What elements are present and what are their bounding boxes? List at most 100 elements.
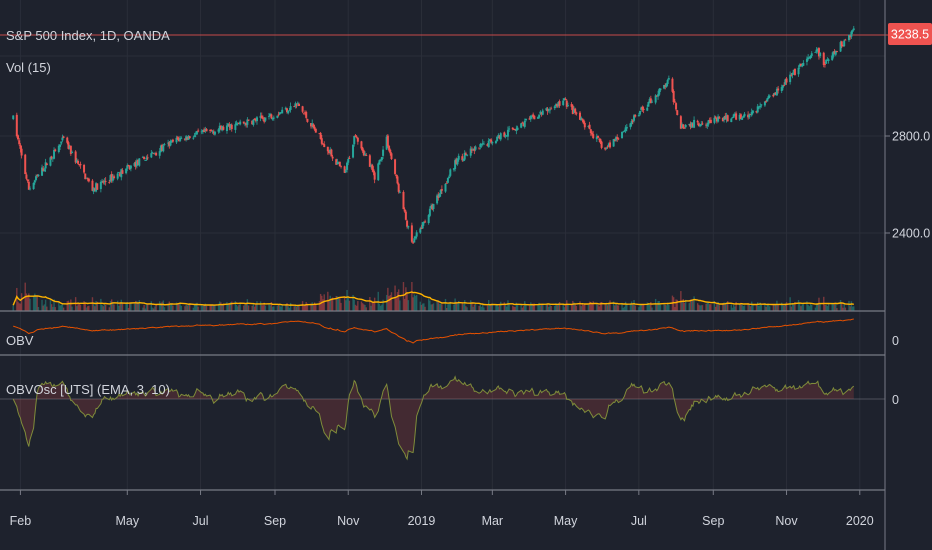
- candle-body: [663, 85, 666, 89]
- volume-bar: [429, 300, 431, 311]
- candle-body: [701, 123, 704, 125]
- candle-body: [439, 189, 442, 194]
- candle-body: [850, 31, 853, 37]
- volume-bar: [228, 303, 231, 311]
- candle-body: [153, 153, 156, 155]
- candle-body: [630, 121, 633, 125]
- candle-body: [781, 85, 784, 88]
- volume-bar: [515, 302, 518, 311]
- pane-separators[interactable]: [0, 0, 886, 550]
- volume-bar: [539, 305, 542, 311]
- volume-bar: [113, 304, 115, 311]
- volume-bar: [710, 304, 712, 311]
- volume-bar: [251, 305, 253, 311]
- candle-body: [772, 94, 775, 97]
- volume-bar: [19, 303, 22, 311]
- volume-bar: [550, 306, 552, 311]
- volume-bar: [419, 301, 421, 311]
- obvosc-line: [12, 375, 855, 461]
- candle-body: [143, 156, 146, 160]
- volume-bar: [312, 305, 315, 311]
- candle-body: [731, 117, 734, 119]
- volume-bar: [68, 303, 71, 311]
- volume-bar: [472, 306, 474, 311]
- volume-bar: [809, 303, 812, 311]
- candle-body: [815, 49, 818, 52]
- obv-pane[interactable]: [13, 318, 854, 344]
- candle-body: [457, 155, 460, 160]
- candle-body: [497, 135, 500, 137]
- price-pane[interactable]: [0, 25, 888, 245]
- volume-bar: [94, 306, 96, 311]
- candle-body: [362, 150, 365, 156]
- candle-body: [103, 180, 106, 183]
- volume-bar: [304, 304, 306, 311]
- candle-body: [360, 141, 363, 149]
- volume-bar: [608, 302, 610, 311]
- candle-body: [479, 144, 482, 147]
- candle-body: [245, 122, 248, 126]
- candle-body: [278, 112, 281, 115]
- volume-bar: [169, 303, 172, 311]
- volume-bar: [538, 302, 540, 311]
- volume-bar: [777, 304, 779, 311]
- volume-bar: [772, 305, 775, 311]
- volume-bar: [247, 305, 250, 311]
- candle-body: [550, 108, 553, 110]
- volume-bar: [826, 306, 829, 311]
- volume-bar: [464, 300, 466, 311]
- volume-bar: [490, 303, 492, 311]
- candle-body: [403, 209, 406, 212]
- volume-bar: [318, 301, 321, 311]
- volume-bar: [298, 305, 300, 311]
- volume-bar: [473, 304, 476, 311]
- candle-body: [185, 136, 188, 141]
- candle-body: [799, 64, 802, 66]
- volume-bar: [172, 305, 174, 311]
- volume-bar: [210, 305, 213, 311]
- candle-body: [162, 145, 165, 152]
- candle-body: [235, 123, 238, 126]
- volume-bar: [665, 305, 668, 311]
- volume-bar: [446, 307, 448, 311]
- volume-bar: [116, 300, 119, 311]
- candle-body: [649, 98, 652, 104]
- candle-body: [741, 117, 744, 120]
- candle-body: [732, 114, 735, 118]
- volume-bar: [766, 303, 769, 311]
- y-tick-label: 2800.0: [892, 130, 930, 144]
- candle-body: [774, 92, 777, 95]
- volume-bar: [458, 301, 460, 311]
- volume-bar: [187, 303, 190, 311]
- volume-bar: [396, 292, 399, 311]
- candle-body: [448, 176, 451, 178]
- volume-bar: [525, 304, 527, 311]
- volume-bar: [802, 302, 805, 311]
- candle-body: [385, 136, 388, 150]
- candle-body: [538, 114, 541, 118]
- volume-bar: [533, 303, 536, 311]
- candle-body: [807, 57, 810, 60]
- volume-bar: [530, 302, 532, 311]
- volume-bar: [337, 297, 340, 311]
- candle-body: [236, 123, 239, 124]
- volume-bar: [497, 306, 500, 311]
- candle-body: [625, 126, 628, 129]
- volume-bar: [196, 302, 198, 311]
- candle-body: [624, 127, 627, 132]
- candle-body: [270, 114, 273, 119]
- candle-body: [296, 102, 299, 104]
- volume-bar: [642, 304, 645, 311]
- volume-bar: [127, 307, 130, 311]
- candle-body: [32, 182, 35, 190]
- volume-bar: [556, 305, 558, 311]
- candle-body: [504, 135, 507, 137]
- volume-bar: [118, 305, 120, 311]
- candle-body: [167, 142, 170, 144]
- obv-oscillator-pane[interactable]: [0, 375, 885, 461]
- candle-body: [672, 91, 675, 103]
- volume-bar: [609, 300, 611, 311]
- volume-bar: [471, 303, 473, 311]
- candle-body: [666, 80, 669, 84]
